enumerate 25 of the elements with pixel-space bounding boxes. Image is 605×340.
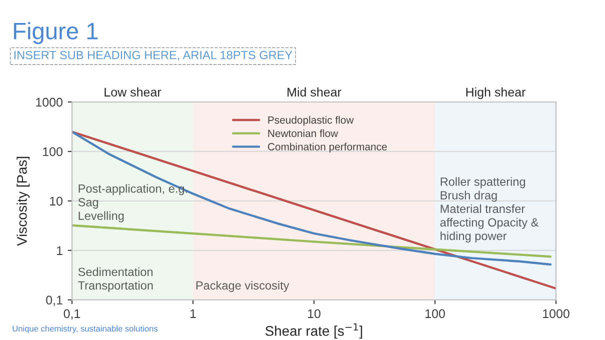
band-label: Mid shear	[288, 87, 342, 97]
x-tick-label: 0,1	[64, 309, 80, 320]
y-axis-title: Viscosity [Pas]	[16, 156, 30, 246]
y-tick-label: 1000	[36, 98, 62, 107]
x-axis-title: Shear rate [s$^{−1}$]	[265, 323, 362, 339]
band-label: Low shear	[104, 87, 162, 97]
x-tick-label: 1000	[543, 309, 570, 318]
chart-subtitle: INSERT SUB HEADING HERE, ARIAL 18PTS GREY	[14, 50, 292, 61]
annotation: Package viscosity	[196, 280, 290, 292]
x-tick-label: 1	[190, 309, 196, 318]
legend-label: Combination performance	[268, 142, 387, 152]
legend-label: Newtonian flow	[268, 129, 338, 138]
text: Unique chemistry, sustainable solutions	[12, 325, 158, 334]
legend-label: Pseudoplastic flow	[268, 116, 354, 126]
annotation: Sedimentation Transportation	[78, 267, 153, 292]
x-tick-label: 100	[426, 309, 445, 318]
band-label: High shear	[466, 87, 526, 100]
y-tick-label: 1	[56, 246, 62, 255]
annotation: Post-application, e.g. Sag Levelling	[78, 184, 187, 222]
y-tick-label: 10	[50, 196, 62, 206]
annotation: Roller spattering Brush drag Material transfer affecting Opacity & hiding power	[440, 177, 539, 242]
chart-title: Figure 1	[14, 22, 98, 44]
x-tick-label: 10	[308, 309, 320, 318]
y-tick-label: 100	[43, 147, 62, 156]
y-tick-label: 0,1	[46, 296, 62, 306]
